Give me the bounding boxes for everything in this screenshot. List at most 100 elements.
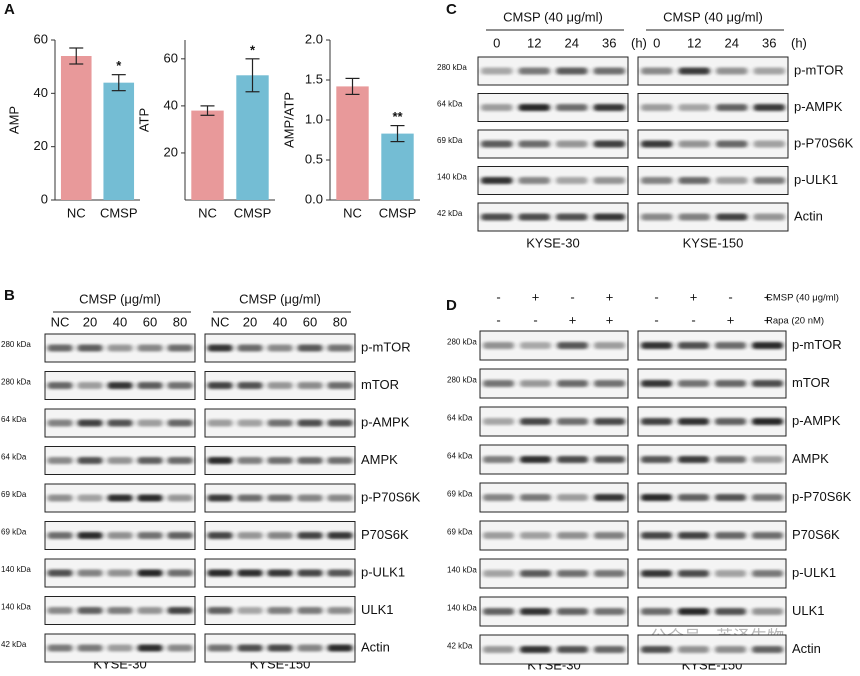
band [297, 457, 323, 464]
band [107, 494, 133, 502]
band [167, 382, 193, 389]
band [640, 532, 673, 539]
protein-label: Actin [794, 208, 823, 223]
band [640, 494, 673, 501]
band [677, 608, 710, 615]
y-tick-label: 60 [164, 50, 178, 65]
band [714, 608, 747, 615]
protein-label: p-P70S6K [792, 489, 852, 504]
band [678, 213, 710, 221]
band [482, 418, 515, 425]
protein-label: p-AMPK [794, 99, 843, 114]
band [593, 532, 626, 539]
panel-label: A [4, 1, 15, 18]
band [137, 382, 163, 389]
band [137, 494, 163, 502]
band [297, 382, 323, 389]
band [267, 644, 293, 652]
band [297, 644, 323, 652]
band [518, 67, 550, 75]
lane-label: 60 [143, 314, 157, 329]
band [640, 342, 673, 349]
band [518, 104, 550, 111]
protein-label: ULK1 [361, 602, 394, 617]
band [751, 342, 784, 349]
lane-unit: (h) [631, 35, 647, 50]
x-tick-label: CMSP [234, 205, 272, 220]
lane-label: 40 [113, 314, 127, 329]
condition-label: Rapa (20 nM) [766, 316, 824, 327]
treatment-sign: - [496, 289, 500, 304]
band [677, 380, 710, 387]
protein-label: p-mTOR [792, 337, 842, 352]
bar [336, 86, 369, 200]
y-tick-label: 0.0 [305, 191, 323, 206]
treatment-sign: - [691, 312, 695, 327]
y-tick-label: 1.0 [305, 111, 323, 126]
band [207, 382, 233, 389]
band [716, 213, 748, 221]
band [556, 456, 589, 463]
band [519, 532, 552, 539]
band [593, 418, 626, 425]
band [297, 532, 323, 539]
size-marker: 64 kDa [1, 453, 27, 462]
y-axis-label: AMP [6, 106, 21, 134]
size-marker: 64 kDa [447, 414, 473, 423]
size-marker: 42 kDa [1, 640, 27, 649]
band [716, 177, 748, 184]
size-marker: 64 kDa [1, 415, 27, 424]
band [556, 104, 588, 111]
bar [60, 56, 92, 200]
band [482, 494, 515, 501]
band [714, 418, 747, 425]
band [716, 140, 748, 148]
band [518, 177, 550, 184]
treatment-sign: + [764, 289, 772, 304]
panel-label: D [446, 297, 457, 314]
band [519, 456, 552, 463]
band [237, 644, 263, 652]
band [751, 456, 784, 463]
size-marker: 140 kDa [447, 604, 477, 613]
treatment-sign: - [728, 289, 732, 304]
band [482, 608, 515, 615]
size-marker: 69 kDa [1, 490, 27, 499]
lane-label: 24 [725, 35, 739, 50]
size-marker: 140 kDa [437, 173, 467, 182]
band [107, 419, 133, 427]
size-marker: 280 kDa [1, 340, 31, 349]
band [167, 644, 193, 652]
size-marker: 42 kDa [447, 642, 473, 651]
band [678, 140, 710, 148]
band [207, 644, 233, 652]
size-marker: 140 kDa [1, 565, 31, 574]
band [137, 607, 163, 614]
band [519, 494, 552, 501]
band [137, 569, 163, 577]
band [167, 457, 193, 464]
band [751, 646, 784, 653]
band [107, 569, 133, 577]
size-marker: 69 kDa [1, 528, 27, 537]
y-tick-label: 40 [164, 97, 178, 112]
protein-label: p-AMPK [361, 414, 410, 429]
band [207, 419, 233, 427]
protein-label: AMPK [361, 452, 398, 467]
treatment-sign: - [496, 312, 500, 327]
band [593, 494, 626, 501]
size-marker: 64 kDa [437, 100, 463, 109]
band [482, 380, 515, 387]
size-marker: 140 kDa [447, 566, 477, 575]
protein-label: p-P70S6K [361, 489, 421, 504]
band [556, 418, 589, 425]
bar [381, 133, 414, 200]
protein-label: Actin [361, 639, 390, 654]
band [678, 67, 710, 75]
band [207, 344, 233, 352]
band [677, 570, 710, 577]
band [207, 532, 233, 539]
band [556, 213, 588, 221]
band [47, 569, 73, 577]
